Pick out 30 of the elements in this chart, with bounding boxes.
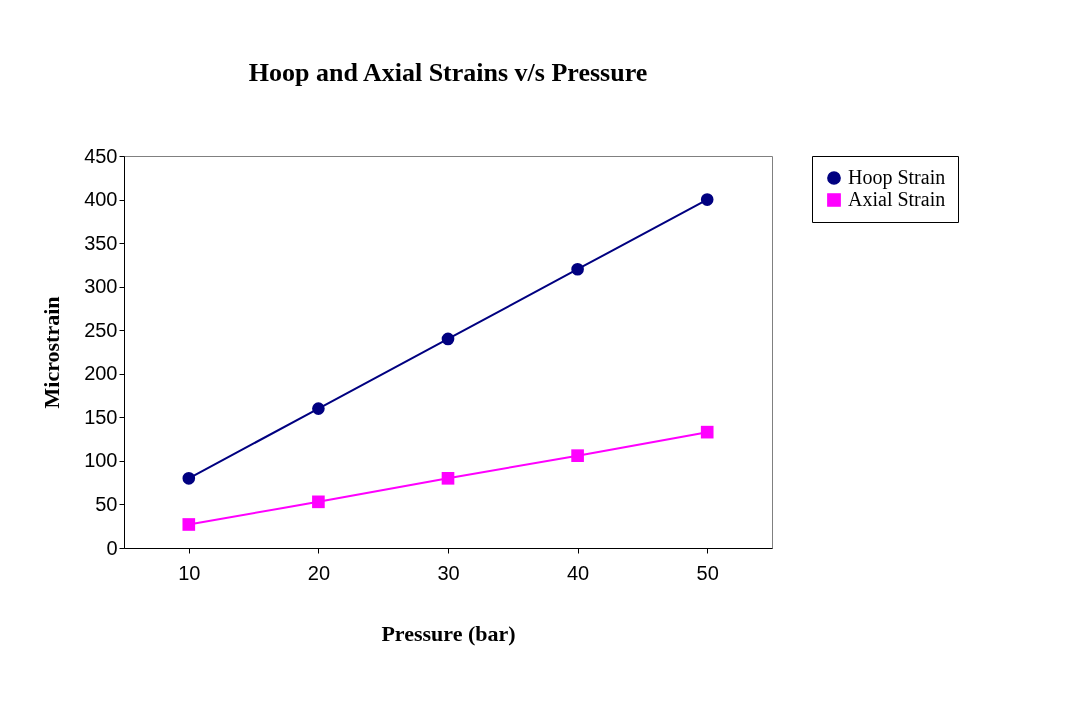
- x-tick-label: 20: [307, 561, 331, 584]
- y-tick-label: 400: [84, 188, 118, 211]
- point: [700, 193, 714, 206]
- y-axis-title: Microstrain: [39, 296, 65, 409]
- y-tick-label: 250: [84, 318, 118, 341]
- legend-label: Hoop Strain: [848, 166, 946, 189]
- x-tick-label: 10: [178, 561, 201, 584]
- point: [441, 471, 455, 485]
- y-tick-label: 150: [84, 405, 118, 428]
- point: [312, 495, 325, 509]
- x-tick-label: 50: [696, 561, 719, 584]
- chart-title: Hoop and Axial Strains v/s Pressure: [248, 58, 648, 87]
- y-tick-label: 200: [84, 362, 118, 385]
- y-tick-label: 0: [106, 536, 118, 559]
- x-tick-label: 40: [566, 561, 590, 584]
- point: [182, 518, 196, 531]
- point: [312, 402, 325, 415]
- y-tick-label: 300: [84, 275, 118, 298]
- x-axis-title: Pressure (bar): [381, 620, 516, 646]
- point: [700, 425, 714, 439]
- x-tick-label: 30: [437, 561, 460, 584]
- point: [182, 472, 196, 485]
- point: [571, 262, 584, 276]
- y-tick-label: 350: [84, 231, 118, 254]
- y-tick-label: 100: [84, 449, 118, 472]
- legend-label: Axial Strain: [848, 188, 946, 210]
- point: [441, 332, 455, 346]
- y-tick-label: 50: [95, 492, 118, 515]
- point: [571, 449, 584, 462]
- y-tick-label: 450: [84, 144, 118, 167]
